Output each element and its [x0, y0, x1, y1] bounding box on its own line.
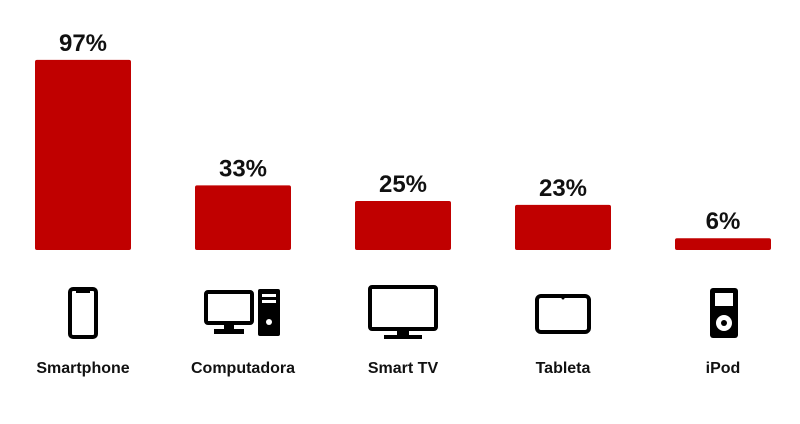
category-label: Smartphone — [36, 360, 129, 377]
category-label: Smart TV — [368, 360, 439, 377]
tv-icon — [368, 285, 438, 339]
value-label: 97% — [59, 30, 107, 57]
bar — [675, 238, 771, 250]
bar — [35, 59, 131, 250]
bar — [515, 204, 611, 250]
bar — [195, 185, 291, 250]
value-label: 23% — [539, 175, 587, 202]
computer-icon — [204, 289, 280, 336]
ipod-icon — [710, 288, 738, 338]
category-label: Computadora — [191, 360, 295, 377]
value-label: 25% — [379, 171, 427, 198]
category-label: Tableta — [536, 360, 591, 377]
bar — [355, 201, 451, 250]
category-label: iPod — [706, 360, 741, 377]
smartphone-icon — [68, 287, 98, 339]
value-label: 33% — [219, 155, 267, 182]
value-label: 6% — [706, 208, 741, 235]
tablet-icon — [535, 294, 591, 334]
